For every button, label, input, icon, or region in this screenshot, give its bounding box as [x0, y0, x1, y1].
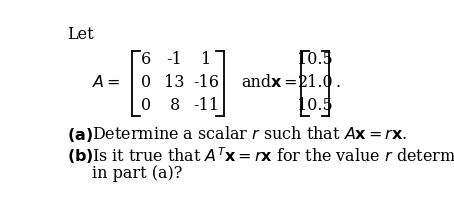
- Text: 6: 6: [141, 51, 152, 68]
- Text: in part (a)?: in part (a)?: [92, 165, 183, 182]
- Text: 0: 0: [141, 74, 152, 91]
- Text: $\mathbf{x} =$: $\mathbf{x} =$: [270, 74, 297, 91]
- Text: .: .: [336, 74, 341, 91]
- Text: $\mathbf{(a)}$: $\mathbf{(a)}$: [67, 126, 93, 144]
- Text: $\mathbf{(b)}$: $\mathbf{(b)}$: [67, 147, 94, 165]
- Text: $A =$: $A =$: [92, 74, 121, 91]
- Text: 0: 0: [141, 97, 152, 114]
- Text: 21.0: 21.0: [297, 74, 333, 91]
- Text: 10.5: 10.5: [297, 97, 333, 114]
- Text: -16: -16: [193, 74, 219, 91]
- Text: 10.5: 10.5: [297, 51, 333, 68]
- Text: Determine a scalar $r$ such that $A\mathbf{x} = r\mathbf{x}$.: Determine a scalar $r$ such that $A\math…: [92, 127, 407, 143]
- Text: Let: Let: [67, 26, 94, 43]
- Text: 13: 13: [164, 74, 185, 91]
- Text: -1: -1: [167, 51, 183, 68]
- Text: and: and: [242, 74, 271, 91]
- Text: 1: 1: [201, 51, 212, 68]
- Text: Is it true that $A^{T}\mathbf{x} = r\mathbf{x}$ for the value $r$ determined: Is it true that $A^{T}\mathbf{x} = r\mat…: [92, 147, 454, 166]
- Text: -11: -11: [193, 97, 219, 114]
- Text: 8: 8: [169, 97, 180, 114]
